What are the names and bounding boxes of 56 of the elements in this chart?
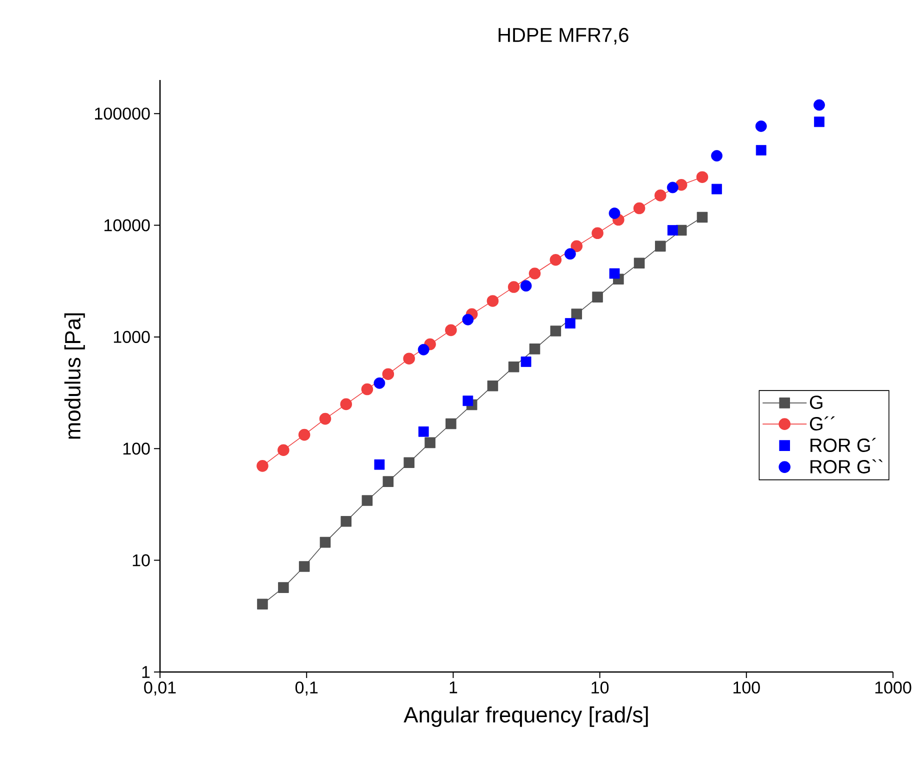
point bbox=[529, 344, 540, 354]
point bbox=[445, 324, 457, 336]
legend-label: ROR G´ bbox=[810, 438, 876, 452]
x-tick-label: 10 bbox=[592, 682, 609, 694]
y-axis-title: modulus [Pa] bbox=[64, 313, 85, 439]
point bbox=[403, 352, 415, 365]
point bbox=[508, 361, 520, 372]
x-tick-label: 100 bbox=[734, 682, 760, 694]
x-tick-label: 0,01 bbox=[144, 682, 176, 696]
point bbox=[696, 212, 708, 223]
y-tick-label: 1 bbox=[142, 666, 150, 678]
point bbox=[404, 457, 414, 468]
point bbox=[298, 561, 310, 572]
legend-label: G´´ bbox=[810, 416, 835, 431]
point bbox=[362, 495, 373, 506]
point bbox=[340, 516, 352, 527]
y-tick-label: 10000 bbox=[104, 219, 150, 232]
point bbox=[508, 281, 520, 293]
point bbox=[256, 460, 268, 472]
point bbox=[550, 254, 562, 266]
point bbox=[446, 418, 456, 430]
chart-title: HDPE MFR7,6 bbox=[498, 28, 628, 44]
y-tick-label: 100000 bbox=[95, 108, 150, 120]
point bbox=[257, 598, 268, 610]
point bbox=[382, 476, 394, 487]
point bbox=[550, 326, 562, 336]
x-tick-label: 1000 bbox=[875, 682, 912, 694]
point bbox=[528, 268, 541, 280]
x-tick-label: 1 bbox=[450, 682, 458, 694]
point bbox=[654, 190, 666, 202]
point bbox=[654, 240, 666, 252]
point bbox=[340, 398, 352, 410]
point bbox=[592, 292, 603, 302]
point bbox=[696, 171, 708, 184]
y-tick-label: 1000 bbox=[114, 330, 150, 343]
legend-label: ROR G`` bbox=[810, 459, 882, 474]
y-tick-label: 10 bbox=[132, 554, 150, 566]
point bbox=[298, 428, 310, 441]
legend-label: G bbox=[810, 396, 822, 410]
point bbox=[571, 308, 582, 320]
point bbox=[361, 383, 374, 396]
y-tick-label: 100 bbox=[123, 442, 150, 455]
point bbox=[320, 536, 331, 548]
point bbox=[424, 437, 436, 448]
point bbox=[486, 295, 499, 307]
point bbox=[278, 444, 290, 456]
point bbox=[592, 227, 604, 240]
point bbox=[382, 368, 394, 380]
x-axis-title: Angular frequency [rad/s] bbox=[404, 706, 648, 727]
point bbox=[487, 380, 498, 392]
point bbox=[278, 582, 289, 593]
x-tick-label: 0,1 bbox=[295, 682, 318, 696]
point bbox=[319, 412, 332, 425]
point bbox=[570, 240, 583, 252]
point bbox=[634, 258, 645, 269]
point bbox=[633, 202, 646, 214]
